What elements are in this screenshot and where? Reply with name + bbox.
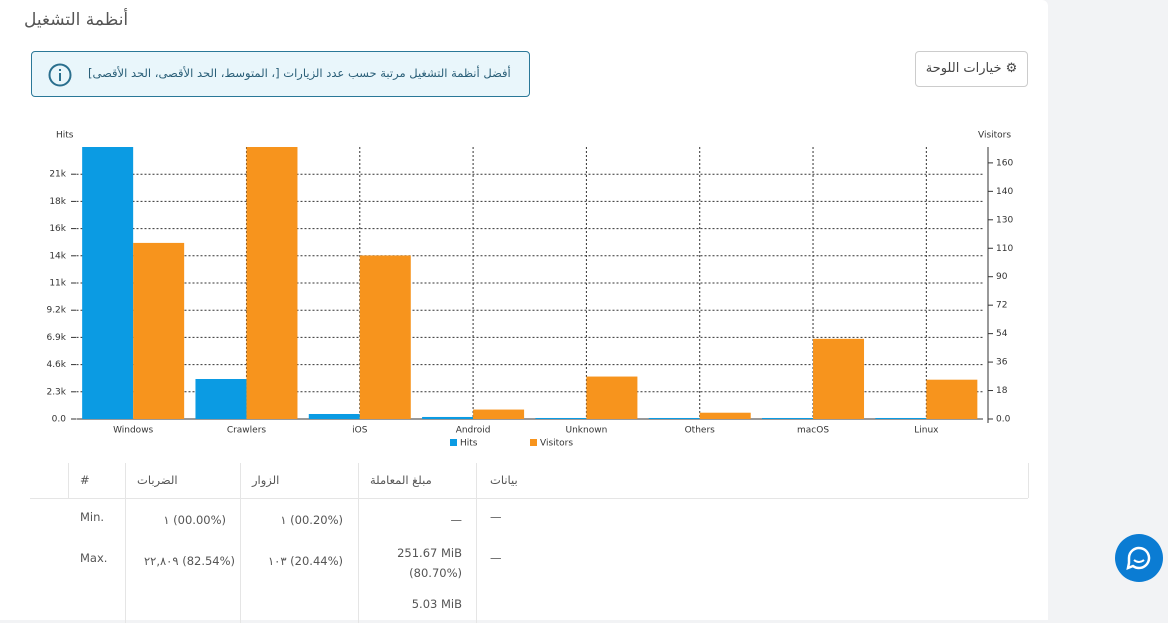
table-cell: — <box>450 513 463 527</box>
bar <box>762 417 814 419</box>
y2-tick-label: 90 <box>996 272 1008 282</box>
y2-tick-label: 54 <box>996 329 1008 339</box>
bar <box>535 417 587 419</box>
bar <box>813 338 865 419</box>
bar <box>195 379 247 419</box>
panel-title: أنظمة التشغيل <box>24 10 129 30</box>
y2-tick-label: 0.0 <box>996 415 1011 425</box>
x-tick-label: macOS <box>797 426 829 436</box>
legend-swatch <box>450 439 457 446</box>
table-cell: ١٠٣ (20.44%) <box>267 554 343 568</box>
y2-tick-label: 140 <box>996 187 1013 197</box>
info-text: أفضل أنظمة التشغيل مرتبة حسب عدد الزيارا… <box>88 66 511 80</box>
options-button[interactable]: خيارات اللوحة ⚙ <box>915 51 1028 87</box>
table-cell: ٢٢,٨٠٩ (82.54%) <box>144 554 236 568</box>
column-border <box>68 463 69 498</box>
bar <box>82 147 134 419</box>
column-border <box>476 463 477 623</box>
y-tick-label: 0.0 <box>52 415 67 425</box>
table-header: # <box>80 473 90 487</box>
y-tick-label: 6.9k <box>46 333 66 343</box>
y-tick-label: 4.6k <box>46 360 66 370</box>
table-cell: — <box>490 551 502 565</box>
table-cell: ١ (00.20%) <box>280 513 343 527</box>
y-tick-label: 16k <box>49 224 66 234</box>
y2-tick-label: 36 <box>996 358 1008 368</box>
table-cell: — <box>490 510 502 524</box>
table-cell: 5.03 MiB <box>411 597 462 611</box>
column-border <box>358 463 359 623</box>
x-tick-label: Android <box>456 426 491 436</box>
bar <box>699 412 751 419</box>
y2-axis-title: Visitors <box>978 131 1011 141</box>
y2-tick-label: 18 <box>996 386 1008 396</box>
y-tick-label: 11k <box>49 279 66 289</box>
bar <box>926 379 978 419</box>
x-tick-label: Windows <box>113 426 153 436</box>
x-tick-label: Linux <box>914 426 939 436</box>
y-tick-label: 18k <box>49 197 66 207</box>
options-label[interactable]: خيارات اللوحة <box>925 61 1002 76</box>
y-tick-label: 14k <box>49 251 66 261</box>
column-border <box>1028 463 1029 498</box>
legend-label: Visitors <box>540 439 573 449</box>
table-header: بيانات <box>490 473 518 487</box>
y2-tick-label: 72 <box>996 301 1007 311</box>
bar <box>359 255 411 419</box>
bar <box>473 409 525 419</box>
column-border <box>125 463 126 623</box>
x-tick-label: Unknown <box>566 426 608 436</box>
bar <box>875 417 927 419</box>
y-tick-label: 9.2k <box>46 306 66 316</box>
column-border <box>240 463 241 623</box>
table-cell: ١ (00.00%) <box>163 513 226 527</box>
x-tick-label: Others <box>685 426 716 436</box>
bar <box>308 413 360 419</box>
table-cell: Max. <box>80 551 108 565</box>
legend-label: Hits <box>460 439 478 449</box>
y2-tick-label: 110 <box>996 244 1013 254</box>
legend-swatch <box>530 439 537 446</box>
info-box: أفضل أنظمة التشغيل مرتبة حسب عدد الزيارا… <box>31 51 530 97</box>
table-header: الضربات <box>137 473 178 487</box>
bar <box>133 242 185 419</box>
y-tick-label: 21k <box>49 170 66 180</box>
y2-tick-label: 130 <box>996 215 1013 225</box>
x-tick-label: Crawlers <box>227 426 267 436</box>
info-icon <box>48 63 72 87</box>
bar <box>246 147 298 419</box>
table-cell: 251.67 MiB (80.70%) <box>397 546 462 580</box>
bar <box>422 416 474 419</box>
chart: Hits Visitors 0.0 2.3k 4.6k 6.9k 9.2k 11k 14k 16k… <box>46 131 1013 449</box>
header-border <box>30 498 1028 499</box>
table-header: مبلغ المعاملة <box>370 473 432 487</box>
table-header: الزوار <box>252 473 280 487</box>
chat-button[interactable] <box>1115 534 1163 582</box>
chat-icon[interactable] <box>1115 534 1163 582</box>
x-tick-label: iOS <box>352 426 368 436</box>
y-axis-title: Hits <box>56 131 74 141</box>
bar <box>586 376 638 419</box>
panel: أنظمة التشغيل أفضل أنظمة التشغيل مرتبة ح… <box>0 0 1048 623</box>
y2-tick-label: 160 <box>996 158 1013 168</box>
table-cell: Min. <box>80 510 105 524</box>
bar <box>648 417 700 419</box>
y-tick-label: 2.3k <box>46 387 66 397</box>
